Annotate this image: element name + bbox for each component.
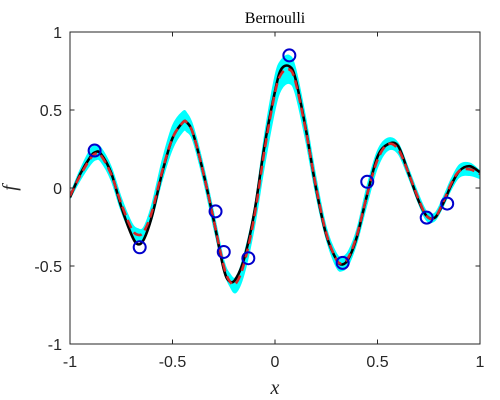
x-axis-label: x [270,377,280,399]
x-tick-label: 1 [476,354,485,371]
x-tick-label: -0.5 [159,354,187,371]
data-point [335,255,350,270]
y-tick-label: -0.5 [34,259,62,276]
y-tick-label: 1 [53,25,62,42]
chart-title: Bernoulli [245,10,306,27]
data-point [282,48,297,63]
plot-area [70,48,480,294]
y-axis-label: f [0,183,21,191]
x-tick-label: 0.5 [366,354,388,371]
y-tick-label: 0.5 [40,103,62,120]
axis-tick-labels: -1 -0.5 0 0.5 1 -1 -0.5 0 0.5 1 [34,25,484,371]
data-point [87,143,102,158]
axis-ticks [69,31,481,345]
data-point [132,240,147,255]
y-tick-label: -1 [48,337,62,354]
data-point [216,244,231,259]
y-tick-label: 0 [53,181,62,198]
data-point [419,210,434,225]
data-point [360,174,375,189]
data-point [241,251,256,266]
x-tick-label: 0 [271,354,280,371]
uncertainty-band [70,54,480,294]
data-point [208,204,223,219]
series-line-dashed [70,67,480,287]
data-point [440,196,455,211]
x-tick-label: -1 [63,354,77,371]
